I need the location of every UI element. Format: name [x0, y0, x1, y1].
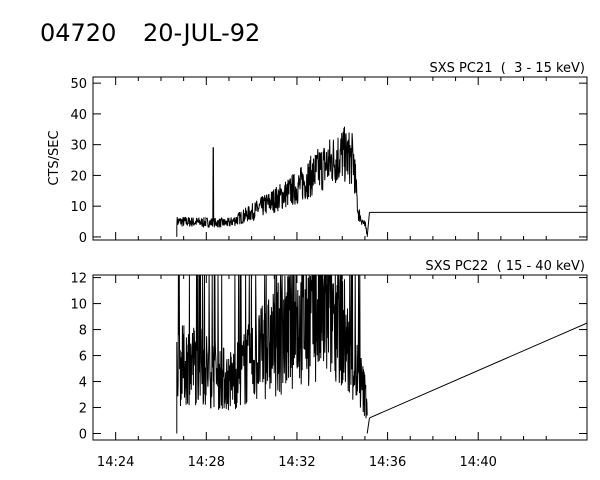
y-tick-label: 6 [79, 350, 87, 365]
gap-fill-connector [366, 212, 370, 237]
observation-date: 20-JUL-92 [143, 19, 260, 47]
x-tick-label: 14:28 [188, 455, 225, 470]
y-tick-label: 40 [70, 108, 87, 123]
gap-fill-line [369, 322, 587, 419]
count-rate-trace [176, 126, 368, 237]
y-tick-label: 50 [70, 77, 87, 92]
y-tick-label: 4 [79, 376, 87, 391]
y-tick-label: 10 [70, 200, 87, 215]
y-tick-label: 0 [79, 428, 87, 443]
y-tick-label: 2 [79, 402, 87, 417]
y-tick-label: 10 [70, 298, 87, 313]
observation-id: 04720 [40, 19, 116, 47]
y-tick-label: 0 [79, 231, 87, 246]
x-tick-label: 14:24 [97, 455, 134, 470]
panel-pc22: SXS PC22 ( 15 - 40 keV) 0 2 4 6 8 10 12 14:24 14… [70, 259, 588, 470]
panel-pc21-title: SXS PC21 ( 3 - 15 keV) [429, 61, 585, 76]
y-tick-label: 12 [70, 272, 87, 287]
x-tick-label: 14:32 [278, 455, 315, 470]
y-tick-label: 8 [79, 324, 87, 339]
y-tick-label: 30 [70, 139, 87, 154]
y-tick-label: 20 [70, 169, 87, 184]
gap-fill-connector [366, 417, 370, 434]
count-rate-trace [176, 275, 368, 434]
panel-pc21-ylabel: CTS/SEC [47, 130, 62, 185]
panel-pc21: SXS PC21 ( 3 - 15 keV) CTS/SEC 0 10 20 30 40… [47, 61, 588, 246]
x-tick-label: 14:40 [459, 455, 496, 470]
x-tick-label: 14:36 [369, 455, 406, 470]
plot-frame [92, 76, 588, 241]
panel-pc22-title: SXS PC22 ( 15 - 40 keV) [425, 259, 585, 274]
